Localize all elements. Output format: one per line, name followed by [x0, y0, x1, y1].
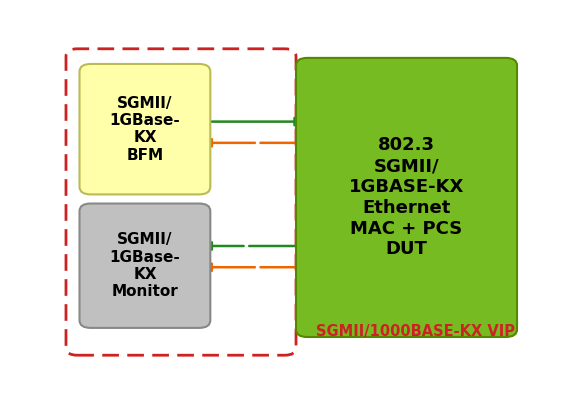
Text: 802.3
SGMII/
1GBASE-KX
Ethernet
MAC + PCS
DUT: 802.3 SGMII/ 1GBASE-KX Ethernet MAC + PC… — [349, 136, 464, 258]
Text: SGMII/1000BASE-KX VIP: SGMII/1000BASE-KX VIP — [316, 323, 515, 338]
Text: SGMII/
1GBase-
KX
BFM: SGMII/ 1GBase- KX BFM — [109, 96, 180, 163]
Text: SGMII/
1GBase-
KX
Monitor: SGMII/ 1GBase- KX Monitor — [109, 232, 180, 299]
FancyBboxPatch shape — [296, 58, 517, 337]
FancyBboxPatch shape — [80, 204, 210, 328]
FancyBboxPatch shape — [80, 64, 210, 194]
